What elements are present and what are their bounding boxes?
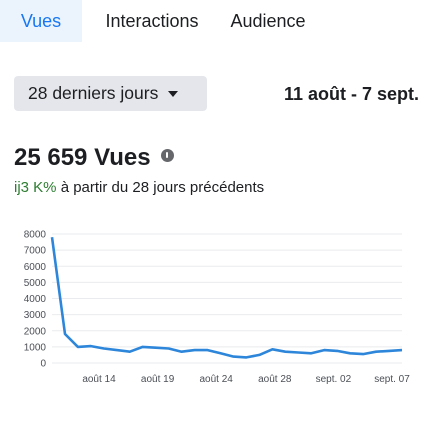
tab-bar: Vues Interactions Audience bbox=[0, 0, 435, 44]
tab-label: Vues bbox=[20, 10, 62, 31]
delta-value: ij3 K% bbox=[14, 179, 57, 196]
y-tick-label: 2000 bbox=[24, 326, 47, 337]
y-tick-label: 3000 bbox=[24, 310, 47, 321]
tab-vues[interactable]: Vues bbox=[0, 0, 82, 42]
y-tick-label: 4000 bbox=[24, 294, 47, 305]
y-tick-label: 1000 bbox=[24, 342, 47, 353]
y-axis: 8000 7000 6000 5000 4000 3000 2000 1000 0 bbox=[24, 230, 47, 370]
views-line-chart: 8000 7000 6000 5000 4000 3000 2000 1000 0 août 1… bbox=[24, 230, 410, 386]
date-range-dropdown[interactable]: 28 derniers jours bbox=[14, 76, 207, 111]
y-tick-label: 7000 bbox=[24, 246, 47, 257]
x-tick-label: sept. 02 bbox=[316, 374, 352, 385]
y-tick-label: 6000 bbox=[24, 262, 47, 273]
x-tick-label: août 24 bbox=[200, 374, 234, 385]
y-tick-label: 5000 bbox=[24, 278, 47, 289]
tab-label: Audience bbox=[230, 10, 306, 31]
total-views: 25 659 Vues bbox=[14, 144, 174, 172]
comparison-text: ij3 K% à partir du 28 jours précédents bbox=[14, 179, 264, 196]
caret-down-icon bbox=[168, 90, 179, 97]
x-tick-label: août 19 bbox=[141, 374, 175, 385]
y-tick-label: 0 bbox=[40, 359, 46, 370]
tab-interactions[interactable]: Interactions bbox=[96, 0, 208, 42]
tab-audience[interactable]: Audience bbox=[222, 0, 314, 42]
date-range-dropdown-label: 28 derniers jours bbox=[28, 83, 159, 103]
chart-grid bbox=[52, 233, 402, 364]
x-tick-label: août 14 bbox=[82, 374, 116, 385]
tab-label: Interactions bbox=[105, 10, 199, 31]
series-line bbox=[50, 237, 403, 359]
x-tick-label: août 28 bbox=[258, 374, 292, 385]
comparison-label: à partir du 28 jours précédents bbox=[56, 179, 265, 196]
y-tick-label: 8000 bbox=[24, 230, 47, 241]
x-axis: août 14 août 19 août 24 août 28 sept. 02 sept… bbox=[82, 374, 410, 385]
info-icon[interactable] bbox=[160, 148, 174, 162]
date-range-text: 11 août - 7 sept. bbox=[283, 84, 419, 104]
x-tick-label: sept. 07 bbox=[374, 374, 410, 385]
total-views-value: 25 659 Vues bbox=[14, 144, 151, 171]
